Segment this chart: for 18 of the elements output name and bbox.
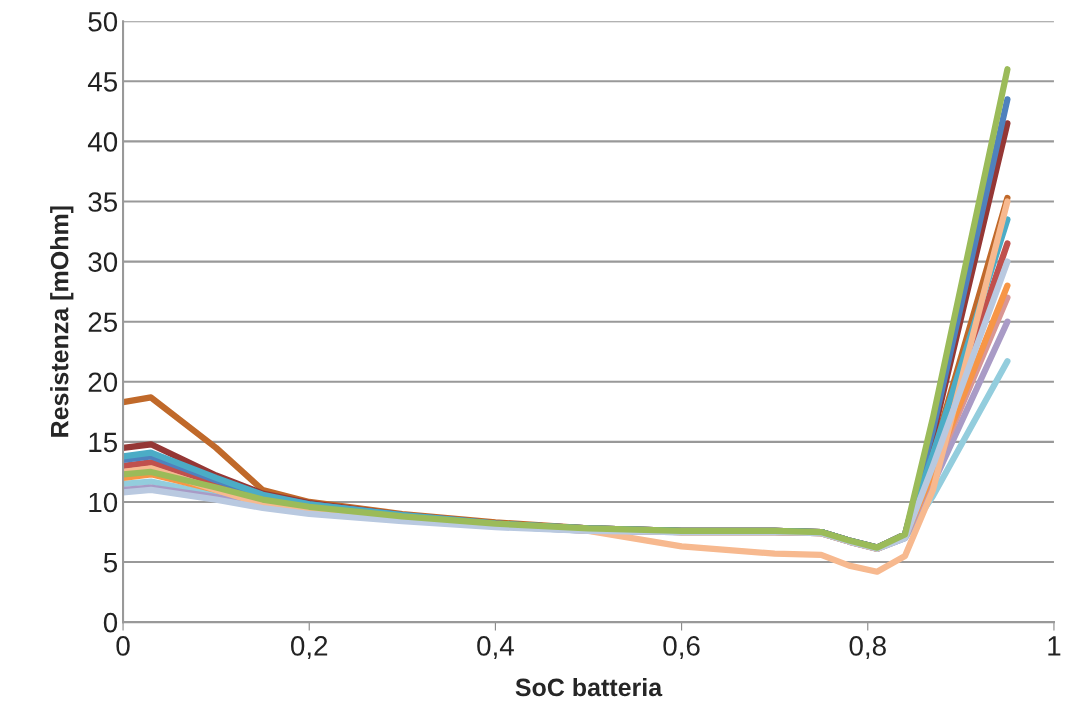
y-tick-label: 50 [88, 11, 118, 32]
x-tick-label: 0,8 [849, 636, 886, 660]
x-tick-label: 0,4 [477, 636, 514, 660]
y-tick-label: 0 [103, 612, 118, 633]
y-tick-label: 25 [88, 312, 118, 333]
y-tick-label: 45 [87, 72, 118, 92]
y-tick-label: 20 [88, 372, 118, 393]
y-tick-label: 5 [103, 553, 118, 573]
y-axis-title: Resistenza [mOhm] [50, 206, 74, 437]
x-tick-label: 0,2 [291, 636, 328, 660]
x-axis-title: SoC batteria [515, 677, 663, 697]
y-tick-label: 30 [88, 252, 118, 272]
y-tick-label: 40 [87, 132, 118, 152]
x-tick-label: 0,6 [663, 636, 700, 660]
y-tick-label: 15 [89, 432, 118, 453]
y-tick-label: 10 [89, 492, 118, 513]
x-tick-label: 1 [1048, 636, 1061, 656]
y-tick-label: 35 [88, 192, 118, 212]
